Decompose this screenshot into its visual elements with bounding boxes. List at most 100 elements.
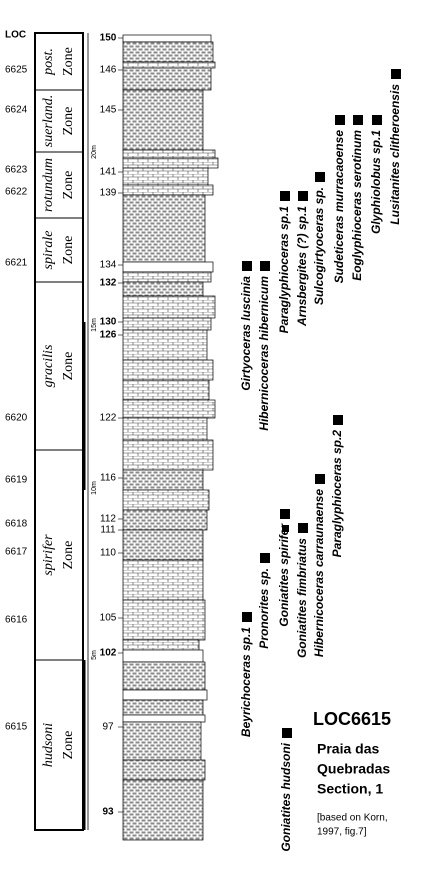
layer (122, 317, 212, 331)
taxon-name: Sudeticeras murracaoense (332, 130, 346, 284)
zone-rank: Zone (61, 107, 76, 136)
layer (122, 714, 206, 723)
loc-number: 6616 (5, 615, 28, 626)
taxon-name: Sulcogirtyoceras sp. (312, 187, 326, 305)
layer (122, 34, 212, 43)
occurrence-marker (260, 261, 270, 271)
subtitle-line: Quebradas (317, 761, 390, 777)
occurrence-marker (280, 509, 290, 519)
title: LOC6615 (313, 709, 391, 729)
taxon-name: Arnsbergites (?) sp.1 (295, 206, 309, 327)
zone-name: rotundum (41, 158, 56, 212)
occurrence-marker (315, 474, 325, 484)
taxon-name: Girtyoceras luscinia (239, 276, 253, 391)
occurrence-marker (315, 172, 325, 182)
loc-header: LOC (5, 30, 26, 41)
layer (122, 167, 209, 186)
occurrence-marker (353, 115, 363, 125)
taxon-name: Lusitanites clitheroensis (388, 84, 402, 225)
layer (122, 61, 216, 69)
layer (122, 194, 206, 263)
bed-number: 146 (100, 65, 117, 76)
loc-number: 6622 (5, 187, 28, 198)
layer (122, 149, 216, 159)
layer (122, 469, 204, 491)
occurrence-marker (333, 415, 343, 425)
layer (122, 329, 208, 361)
zone-name: post. (41, 48, 56, 76)
layer (122, 509, 208, 531)
loc-number: 6625 (5, 65, 28, 76)
layer (122, 721, 202, 761)
zone-rank: Zone (61, 171, 76, 200)
layer (122, 281, 204, 297)
scale-label: 15m (91, 318, 98, 332)
bed-number: 97 (102, 722, 114, 733)
taxon-name: Goniatites fimbriatus (295, 538, 309, 658)
bed-number: 130 (100, 317, 117, 328)
scale-label: 20m (91, 145, 98, 159)
layer (122, 261, 214, 273)
layer (122, 599, 206, 641)
occurrence-marker (242, 261, 252, 271)
taxon-name: Paraglyphioceras sp.2 (330, 430, 344, 558)
subtitle-line: Section, 1 (317, 781, 383, 797)
occurrence-marker (260, 553, 270, 563)
layer (122, 399, 216, 419)
layer (122, 359, 214, 381)
taxon-name: Paraglyphioceras sp.1 (277, 206, 291, 334)
layer (122, 689, 208, 701)
layer (122, 184, 214, 196)
bed-number: 145 (100, 105, 117, 116)
loc-number: 6623 (5, 165, 28, 176)
zone-rank: Zone (61, 731, 76, 760)
layer (122, 661, 206, 691)
bed-number: 93 (102, 807, 114, 818)
loc-number: 6615 (5, 722, 28, 733)
bed-number: 126 (100, 330, 117, 341)
layer (122, 67, 212, 91)
zone-rank: Zone (61, 47, 76, 76)
loc-number: 6617 (5, 547, 28, 558)
loc-number: 6624 (5, 105, 28, 116)
bed-number: 141 (100, 167, 117, 178)
taxon-name: Beyrichoceras sp.1 (239, 627, 253, 737)
zone-rank: Zone (61, 352, 76, 381)
bed-number: 122 (100, 413, 117, 424)
layer (122, 41, 214, 63)
layer (122, 639, 200, 651)
taxon-name: Goniatites spirifer (277, 523, 291, 627)
loc-number: 6620 (5, 413, 28, 424)
layer (122, 439, 214, 471)
bed-number: 150 (100, 33, 117, 44)
layer (122, 759, 206, 781)
taxon-name: Goniatites hudsoni (279, 742, 293, 851)
scale-label: 10m (91, 481, 98, 495)
layer (122, 529, 204, 561)
layer (122, 559, 204, 601)
occurrence-marker (282, 728, 292, 738)
occurrence-marker (280, 191, 290, 201)
layer (122, 417, 208, 441)
bed-number: 132 (100, 278, 117, 289)
occurrence-marker (372, 115, 382, 125)
subtitle-line: Praia das (317, 741, 379, 757)
layer (122, 649, 204, 663)
layer (122, 779, 204, 841)
zone-name: suerland. (41, 95, 56, 148)
bed-number: 105 (100, 613, 117, 624)
bed-number: 134 (100, 260, 117, 271)
loc-number: 6618 (5, 519, 28, 530)
column (122, 34, 219, 841)
layer (122, 271, 212, 283)
occurrence-marker (391, 69, 401, 79)
source-line: [based on Korn, (317, 813, 388, 824)
scale-label: 5m (91, 650, 98, 660)
taxon-name: Hibernicoceras hibernicum (257, 276, 271, 431)
loc-number: 6621 (5, 258, 28, 269)
zone-name: gracilis (41, 344, 56, 387)
loc-number: 6619 (5, 475, 28, 486)
zone-name: hudsoni (41, 723, 56, 767)
bed-number: 116 (100, 473, 116, 484)
taxon-name: Hibernicoceras carraunaense (312, 489, 326, 657)
